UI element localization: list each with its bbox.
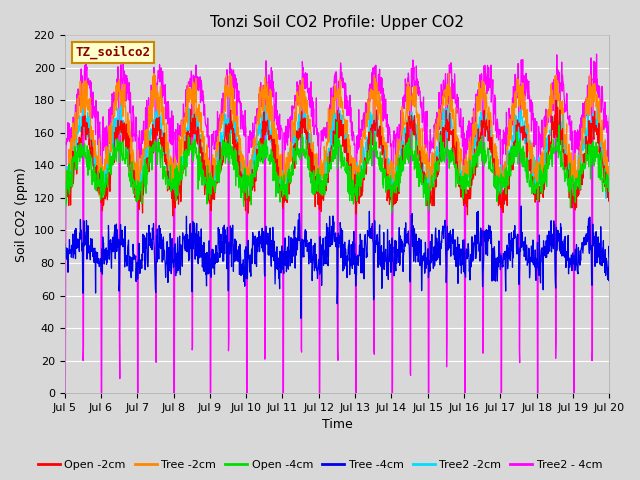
Tree -4cm (517, 203, 525, 209)
Tree2 - 4cm (493, 127, 501, 132)
Open -4cm (243, 195, 250, 201)
Tree -4cm (605, 254, 613, 260)
Tree2 - 4cm (593, 51, 600, 57)
Tree2 - 4cm (168, 141, 176, 146)
Text: TZ_soilco2: TZ_soilco2 (76, 46, 150, 60)
Open -2cm (243, 197, 251, 203)
Open -4cm (333, 119, 341, 125)
Tree -2cm (61, 170, 68, 176)
Tree2 -2cm (493, 173, 501, 179)
Open -4cm (541, 179, 549, 185)
Line: Tree -2cm: Tree -2cm (65, 73, 609, 196)
Legend: Open -2cm, Tree -2cm, Open -4cm, Tree -4cm, Tree2 -2cm, Tree2 - 4cm: Open -2cm, Tree -2cm, Open -4cm, Tree -4… (33, 456, 607, 474)
Title: Tonzi Soil CO2 Profile: Upper CO2: Tonzi Soil CO2 Profile: Upper CO2 (210, 15, 464, 30)
Tree2 - 4cm (182, 87, 189, 93)
Tree2 - 4cm (422, 145, 429, 151)
Tree2 -2cm (602, 195, 610, 201)
Open -4cm (493, 193, 501, 199)
X-axis label: Time: Time (322, 419, 353, 432)
Tree2 -2cm (182, 146, 189, 152)
Line: Tree2 -2cm: Tree2 -2cm (65, 96, 609, 198)
Tree2 -2cm (541, 148, 549, 154)
Open -2cm (541, 174, 549, 180)
Tree2 - 4cm (243, 405, 250, 411)
Tree2 -2cm (422, 174, 429, 180)
Line: Tree -4cm: Tree -4cm (65, 206, 609, 318)
Tree -4cm (541, 245, 549, 251)
Open -4cm (168, 184, 176, 190)
Tree2 -2cm (227, 94, 234, 99)
Open -2cm (168, 200, 176, 206)
Open -2cm (493, 180, 501, 186)
Tree -4cm (243, 258, 250, 264)
Tree2 -2cm (243, 165, 251, 171)
Open -4cm (388, 209, 396, 215)
Tree -2cm (168, 175, 176, 180)
Open -4cm (605, 168, 613, 174)
Tree -4cm (182, 232, 189, 238)
Tree -2cm (182, 104, 189, 110)
Tree -2cm (422, 159, 429, 165)
Tree -2cm (605, 174, 613, 180)
Tree -2cm (445, 70, 452, 76)
Tree -4cm (297, 315, 305, 321)
Line: Tree2 - 4cm: Tree2 - 4cm (65, 54, 609, 438)
Open -2cm (422, 189, 429, 194)
Open -4cm (182, 173, 189, 179)
Tree2 -2cm (168, 186, 176, 192)
Tree -2cm (493, 168, 501, 174)
Tree2 -2cm (605, 178, 613, 184)
Open -2cm (169, 213, 177, 219)
Tree2 - 4cm (541, 113, 549, 119)
Tree2 - 4cm (61, 217, 68, 223)
Open -2cm (605, 183, 613, 189)
Line: Open -2cm: Open -2cm (65, 100, 609, 216)
Line: Open -4cm: Open -4cm (65, 122, 609, 212)
Tree2 - 4cm (352, 435, 360, 441)
Open -4cm (61, 198, 68, 204)
Tree -4cm (61, 246, 68, 252)
Y-axis label: Soil CO2 (ppm): Soil CO2 (ppm) (15, 167, 28, 262)
Open -4cm (422, 174, 430, 180)
Tree2 - 4cm (605, 113, 613, 119)
Tree -4cm (422, 254, 429, 260)
Open -2cm (552, 97, 560, 103)
Open -2cm (182, 144, 190, 149)
Tree2 -2cm (61, 158, 68, 164)
Tree -4cm (493, 269, 501, 275)
Tree -2cm (243, 174, 250, 180)
Tree -4cm (168, 257, 176, 263)
Tree -2cm (541, 132, 549, 137)
Tree -2cm (572, 193, 580, 199)
Open -2cm (61, 195, 68, 201)
